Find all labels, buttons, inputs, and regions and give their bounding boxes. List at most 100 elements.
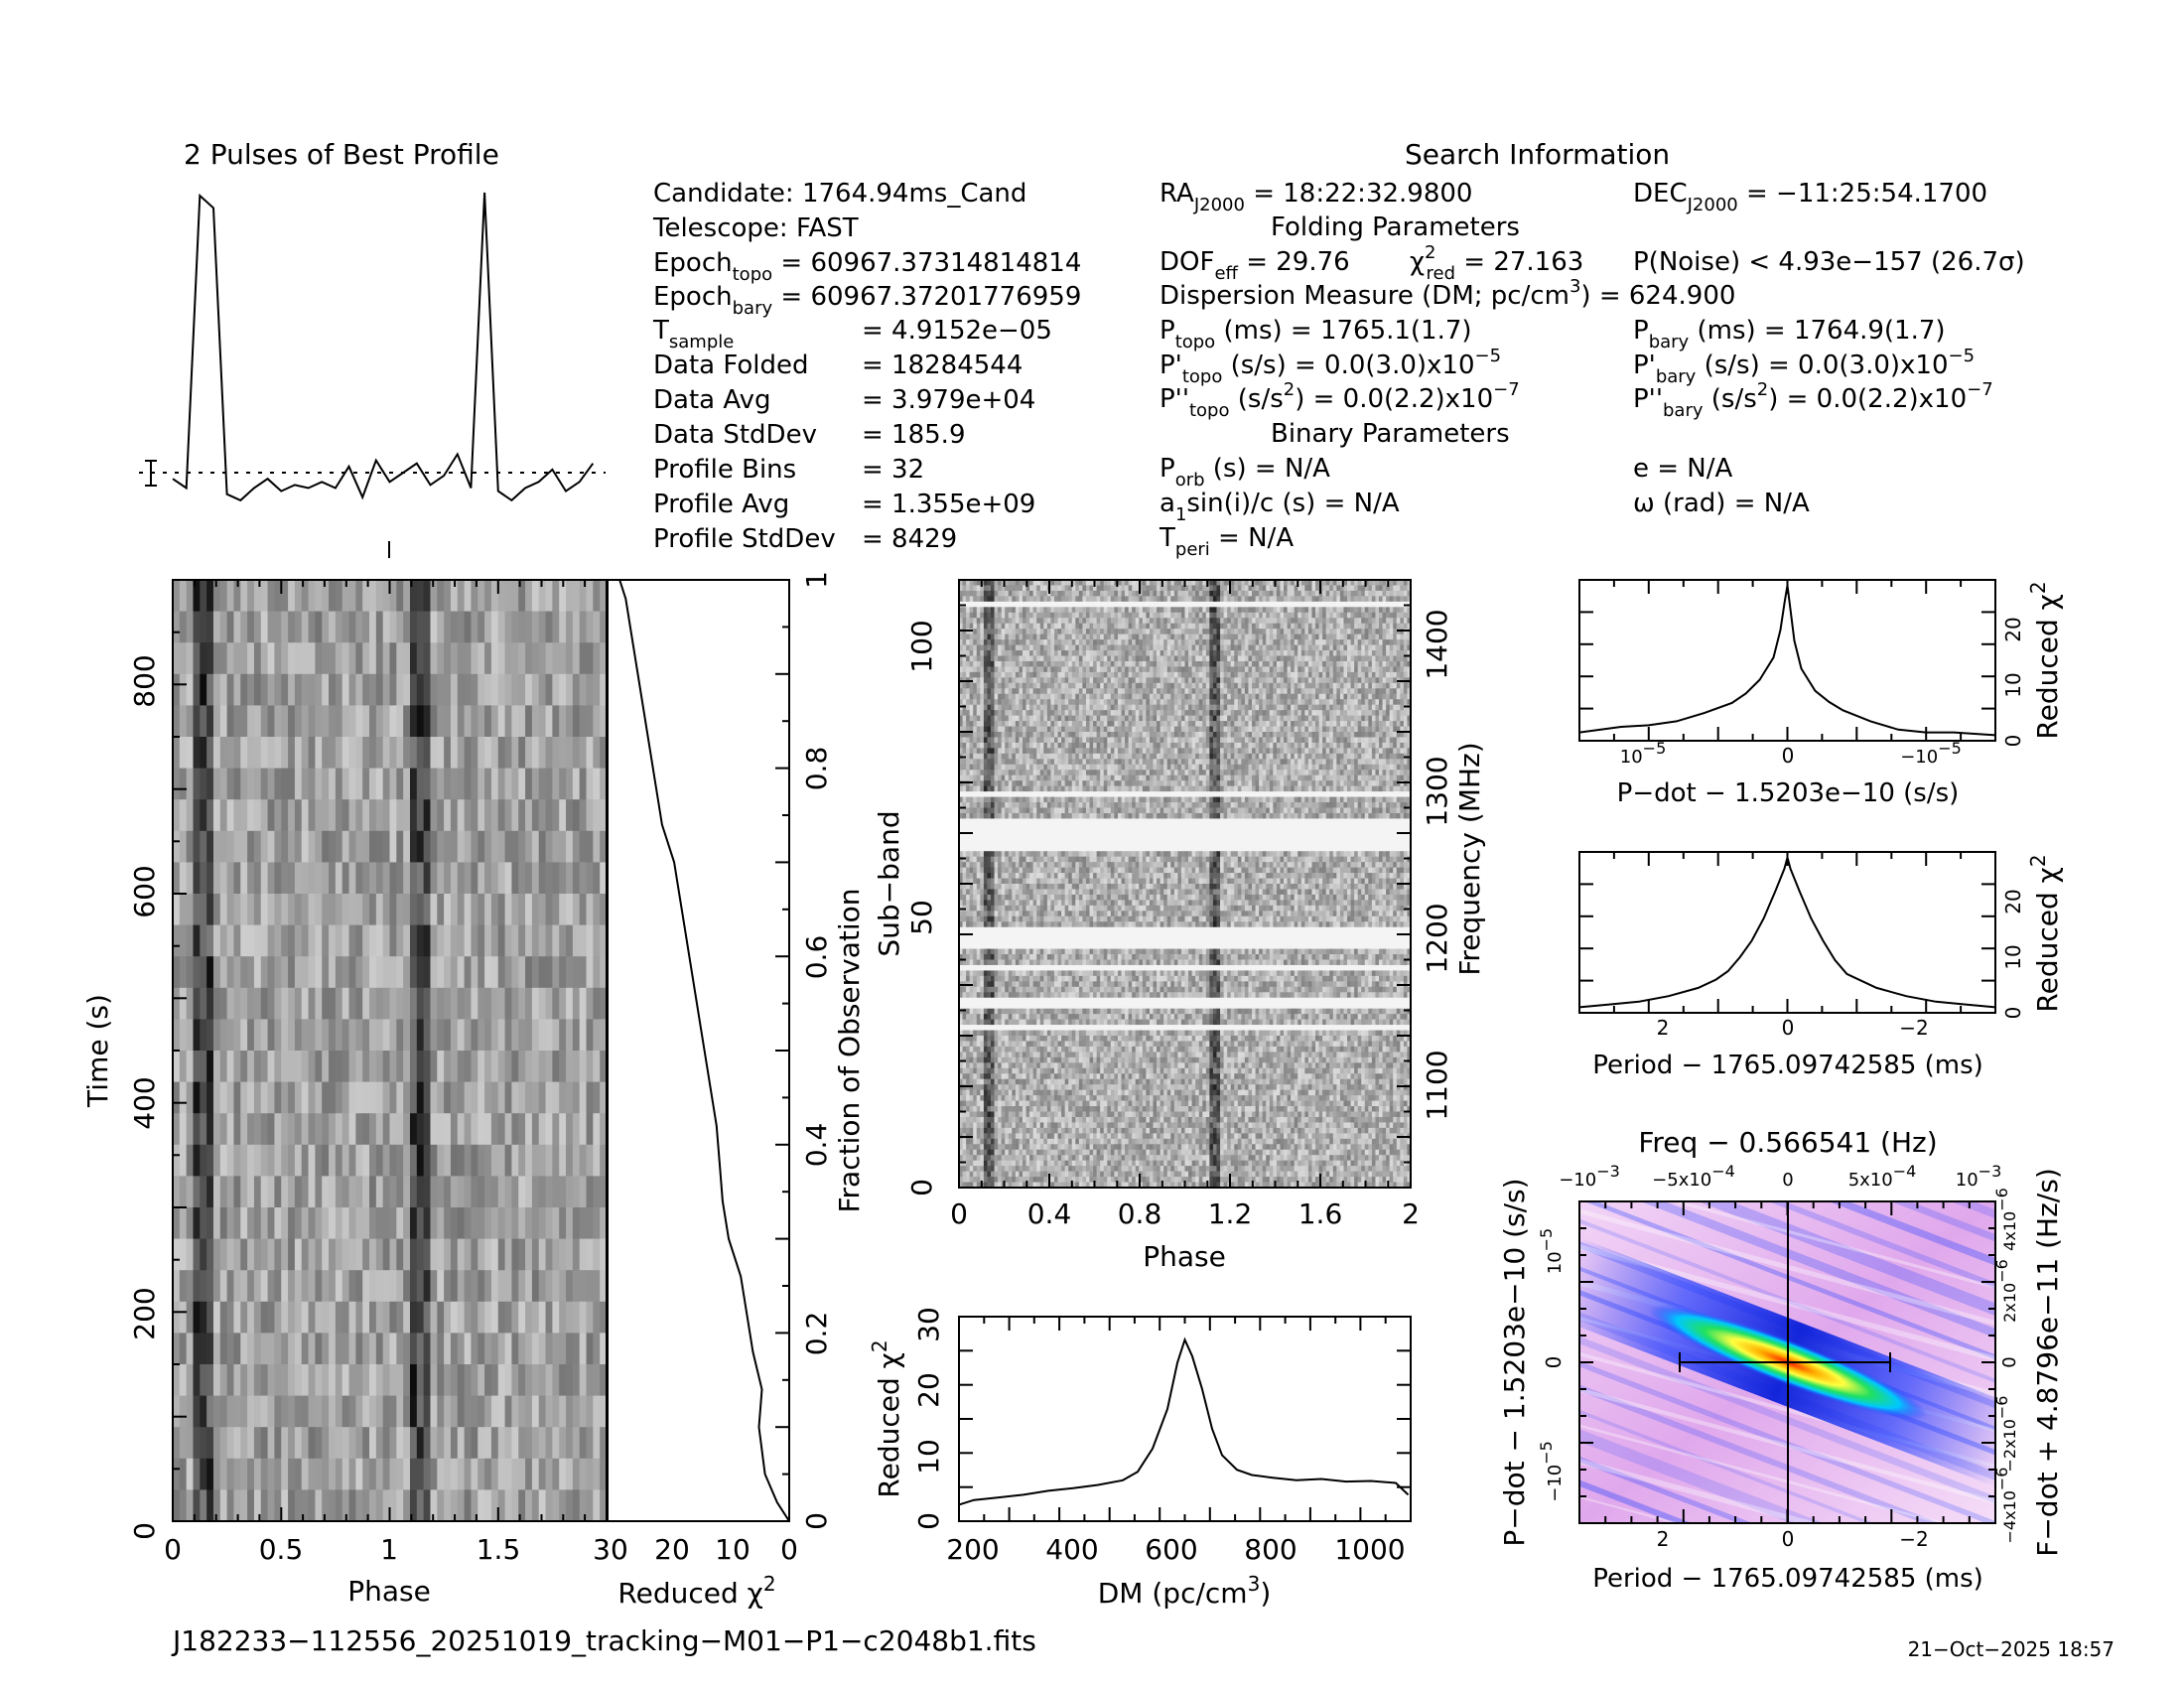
time-phase-cell — [355, 862, 363, 895]
subband-cell — [962, 671, 967, 678]
time-phase-cell — [226, 1489, 234, 1522]
subband-cell — [1110, 639, 1115, 645]
subband-cell — [1050, 612, 1055, 619]
subband-cell — [1284, 677, 1288, 684]
subband-cell — [1304, 644, 1309, 651]
time-phase-cell — [579, 1019, 588, 1052]
subband-cell — [1364, 650, 1369, 656]
subband-cell — [1276, 682, 1281, 689]
time-phase-cell — [348, 1270, 356, 1303]
time-phase-cell — [186, 768, 194, 800]
subband-cell — [1329, 650, 1334, 656]
subband-cell — [1230, 590, 1235, 597]
time-phase-cell — [525, 830, 533, 863]
subband-cell — [1100, 660, 1105, 667]
subband-cell — [1103, 596, 1108, 603]
subband-cell — [1315, 623, 1319, 630]
time-phase-cell — [274, 737, 282, 770]
subband-cell — [1223, 639, 1228, 645]
time-phase-cell — [430, 830, 438, 863]
subband-cell — [1284, 585, 1288, 592]
time-phase-cell — [471, 1081, 478, 1114]
time-phase-cell — [335, 1458, 343, 1490]
subband-cell — [1403, 612, 1408, 619]
subband-cell — [1082, 677, 1087, 684]
subband-cell — [1170, 660, 1175, 667]
subband-cell — [1071, 580, 1076, 586]
subband-cell — [1273, 671, 1278, 678]
subband-cell — [1114, 612, 1119, 619]
subband-cell — [1403, 699, 1408, 706]
subband-cell — [1029, 704, 1034, 711]
subband-cell — [980, 596, 985, 603]
time-phase-cell — [362, 799, 370, 832]
subband-cell — [1096, 623, 1101, 630]
subband-cell — [1103, 688, 1108, 695]
time-phase-cell — [288, 642, 296, 675]
subband-cell — [1234, 666, 1239, 673]
time-phase-cell — [423, 1489, 431, 1522]
subband-cell — [1386, 612, 1391, 619]
subband-cell — [1386, 590, 1391, 597]
subband-cell — [1339, 633, 1344, 640]
time-phase-cell — [566, 705, 574, 738]
subband-cell — [1241, 682, 1246, 689]
time-phase-cell — [355, 830, 363, 863]
subband-cell — [1227, 607, 1232, 614]
subband-cell — [1107, 677, 1112, 684]
subband-cell — [1276, 671, 1281, 678]
subband-cell — [1082, 666, 1087, 673]
subband-cell — [1291, 704, 1296, 711]
subband-cell — [1117, 699, 1122, 706]
subband-cell — [1300, 660, 1305, 667]
subband-cell — [1015, 618, 1020, 625]
subband-cell — [1103, 580, 1108, 586]
subband-cell — [1379, 655, 1383, 662]
time-phase-cell — [335, 1019, 343, 1052]
subband-cell — [1364, 629, 1369, 635]
info-dof: DOFeff = 29.76 — [1160, 247, 1350, 284]
time-phase-cell — [572, 1427, 581, 1460]
subband-cell — [1368, 639, 1373, 645]
subband-cell — [1223, 671, 1228, 678]
subband-cell — [994, 623, 999, 630]
time-phase-cell — [572, 1238, 581, 1271]
subband-cell — [1153, 596, 1158, 603]
time-phase-cell — [497, 705, 506, 738]
subband-cell — [1198, 650, 1203, 656]
time-phase-cell — [355, 1458, 363, 1490]
subband-cell — [976, 671, 981, 678]
time-phase-cell — [267, 830, 275, 863]
subband-cell — [1064, 655, 1069, 662]
subband-cell — [1149, 660, 1154, 667]
subband-cell — [1132, 671, 1137, 678]
subband-cell — [1304, 590, 1309, 597]
time-phase-cell — [504, 924, 512, 957]
subband-cell — [1128, 644, 1133, 651]
subband-cell — [1396, 580, 1401, 586]
subband-cell — [1248, 644, 1253, 651]
time-phase-cell — [403, 768, 411, 800]
time-phase-cell — [518, 768, 526, 800]
time-phase-cell — [579, 768, 588, 800]
subband-cell — [1368, 650, 1373, 656]
subband-cell — [1022, 629, 1026, 635]
subband-cell — [1198, 580, 1203, 586]
time-phase-cell — [586, 1113, 594, 1146]
subband-cell — [1318, 607, 1323, 614]
time-phase-cell — [409, 1427, 418, 1460]
subband-cell — [1170, 671, 1175, 678]
subband-cell — [1188, 650, 1192, 656]
subband-cell — [1082, 633, 1087, 640]
subband-cell — [1057, 639, 1062, 645]
subband-cell — [1107, 693, 1112, 700]
subband-cell — [1114, 590, 1119, 597]
time-phase-cell — [504, 1238, 512, 1271]
time-phase-cell — [335, 1333, 343, 1365]
subband-cell — [1259, 671, 1264, 678]
subband-cell — [1400, 596, 1405, 603]
time-phase-cell — [233, 1395, 241, 1428]
subband-cell — [1177, 629, 1182, 635]
subband-cell — [1036, 650, 1041, 656]
time-phase-cell — [355, 1427, 363, 1460]
